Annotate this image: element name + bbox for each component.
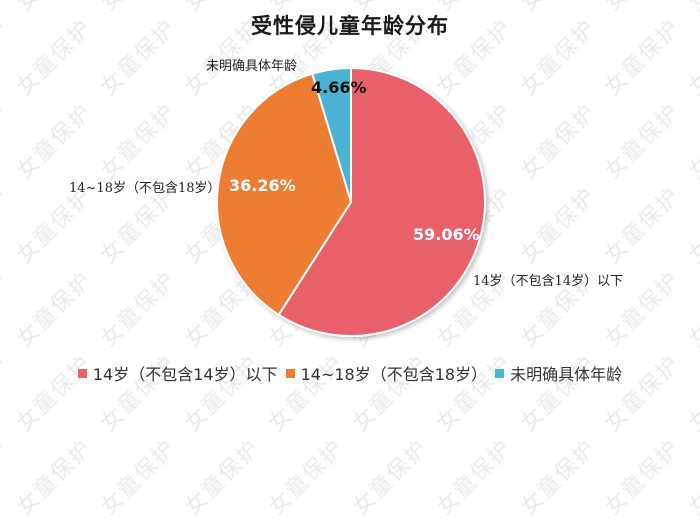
watermark-text: 女童保护	[515, 434, 602, 521]
watermark-text: 女童保护	[599, 434, 686, 521]
chart-title: 受性侵儿童年龄分布	[251, 14, 449, 38]
legend-item-14-18[interactable]: 14~18岁（不包含18岁）	[285, 361, 488, 385]
chart-legend: 14岁（不包含14岁）以下 14~18岁（不包含18岁） 未明确具体年龄	[0, 361, 700, 385]
watermark-text: 女童保护	[263, 434, 350, 521]
legend-item-under14[interactable]: 14岁（不包含14岁）以下	[77, 361, 278, 385]
watermark-text: 女童保护	[683, 434, 700, 521]
watermark-text: 女童保护	[347, 434, 434, 521]
slice-value-label-under14: 59.06%	[413, 225, 480, 244]
legend-swatch-icon	[77, 368, 87, 378]
pie-slice-14-18	[216, 72, 353, 317]
slice-category-label-14-18: 14~18岁（不包含18岁）	[69, 181, 221, 196]
pie-chart	[216, 66, 486, 337]
watermark-text: 女童保护	[95, 434, 182, 521]
watermark-text: 女童保护	[431, 434, 518, 521]
watermark-text: 女童保护	[179, 434, 266, 521]
slice-category-label-under14: 14岁（不包含14岁）以下	[473, 274, 624, 289]
slice-value-label-unspecified: 4.66%	[311, 78, 367, 97]
legend-swatch-icon	[285, 368, 295, 378]
watermark-text: 女童保护	[0, 434, 14, 521]
legend-swatch-icon	[495, 368, 505, 378]
slice-category-label-unspecified: 未明确具体年龄	[206, 59, 298, 74]
legend-label: 未明确具体年龄	[510, 365, 623, 384]
legend-label: 14~18岁（不包含18岁）	[300, 365, 488, 384]
pie-slice-under14	[277, 66, 486, 337]
slice-value-label-14-18: 36.26%	[229, 176, 296, 195]
legend-label: 14岁（不包含14岁）以下	[92, 365, 278, 384]
watermark-text: 女童保护	[11, 434, 98, 521]
legend-item-unspecified[interactable]: 未明确具体年龄	[495, 361, 622, 385]
pie-slice-unspecified	[311, 66, 352, 203]
